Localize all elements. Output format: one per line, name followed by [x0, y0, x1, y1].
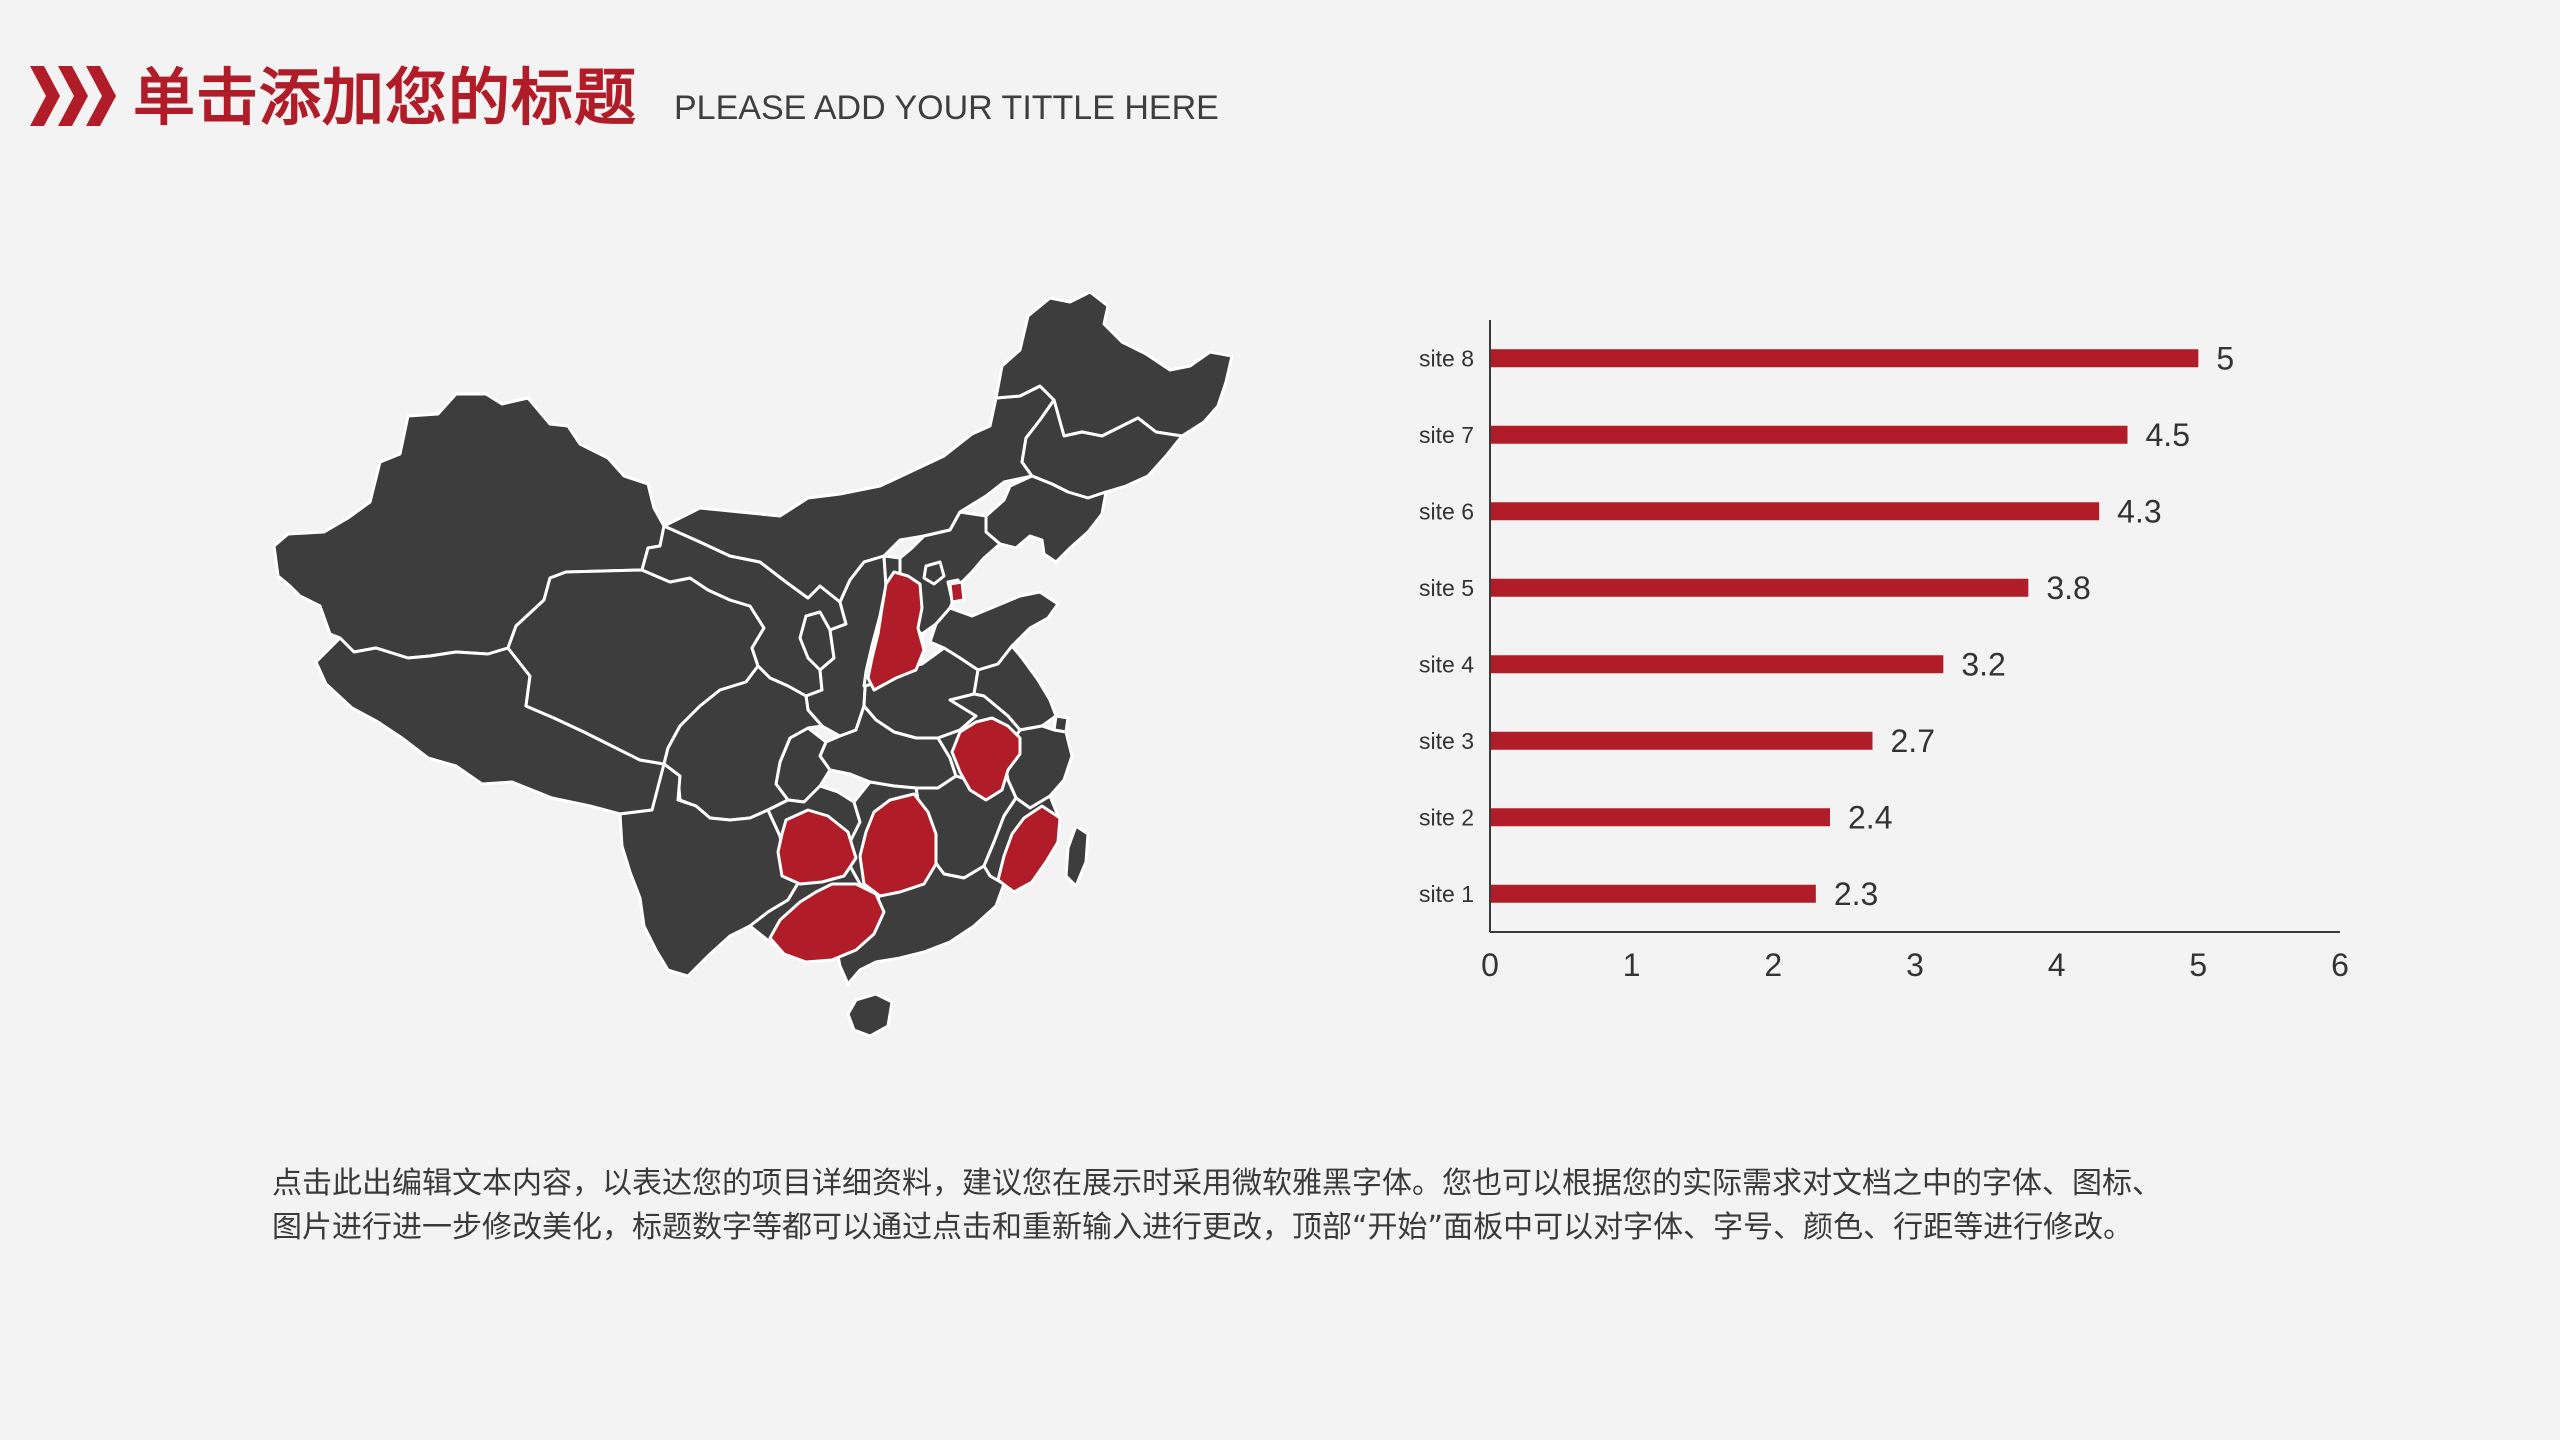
x-tick-label: 6 [2331, 947, 2349, 983]
province-shanxi-highlight [866, 570, 926, 692]
value-label: 4.3 [2117, 493, 2161, 529]
category-label: site 8 [1419, 345, 1474, 371]
body-text-line-1: 点击此出编辑文本内容，以表达您的项目详细资料，建议您在展示时采用微软雅黑字体。您… [272, 1166, 2162, 1201]
province-guizhou-highlight [776, 808, 858, 886]
province-hunan-highlight [858, 792, 938, 898]
category-label: site 5 [1419, 575, 1474, 601]
x-tick-label: 3 [1906, 947, 1924, 983]
x-tick-label: 5 [2189, 947, 2207, 983]
x-tick-label: 1 [1623, 947, 1641, 983]
province-guangxi-highlight [768, 882, 886, 964]
province-taiwan [1064, 824, 1090, 888]
bar [1490, 349, 2199, 368]
china-province-map [272, 290, 1234, 1038]
province-fujian-highlight [996, 804, 1062, 894]
category-label: site 7 [1419, 422, 1474, 448]
x-tick-label: 2 [1764, 947, 1782, 983]
category-label: site 6 [1419, 498, 1474, 524]
province-tianjin-highlight [948, 580, 966, 604]
bar [1490, 731, 1873, 750]
bar [1490, 808, 1830, 827]
x-tick-label: 0 [1481, 947, 1499, 983]
bar [1490, 655, 1944, 674]
province-hainan [846, 992, 894, 1038]
value-label: 5 [2216, 340, 2234, 376]
value-label: 4.5 [2146, 417, 2190, 453]
value-label: 3.2 [1961, 646, 2005, 682]
bar [1490, 884, 1816, 903]
page-subtitle[interactable]: PLEASE ADD YOUR TITTLE HERE [674, 89, 1219, 127]
category-label: site 2 [1419, 804, 1474, 830]
x-tick-label: 4 [2048, 947, 2066, 983]
bar-chart: site 1 2.3 site 2 2.4 site 3 2.7 site 4 3.2 site… [1419, 320, 2349, 983]
value-label: 2.4 [1848, 799, 1892, 835]
province-anhui-highlight [950, 716, 1022, 802]
bar [1490, 502, 2100, 521]
bar [1490, 578, 2029, 597]
value-label: 2.7 [1891, 723, 1935, 759]
category-label: site 3 [1419, 728, 1474, 754]
triple-chevron-icon [30, 66, 116, 126]
province-beijing [922, 560, 946, 586]
value-label: 2.3 [1834, 876, 1878, 912]
page-title[interactable]: 单击添加您的标题 [133, 61, 638, 134]
category-label: site 1 [1419, 881, 1474, 907]
category-label: site 4 [1419, 651, 1474, 677]
body-paragraph[interactable]: 点击此出编辑文本内容，以表达您的项目详细资料，建议您在展示时采用微软雅黑字体。您… [272, 1162, 2322, 1250]
value-label: 3.8 [2046, 570, 2090, 606]
bar [1490, 425, 2128, 444]
body-text-line-2: 图片进行进一步修改美化，标题数字等都可以通过点击和重新输入进行更改，顶部“开始”… [272, 1210, 2134, 1245]
